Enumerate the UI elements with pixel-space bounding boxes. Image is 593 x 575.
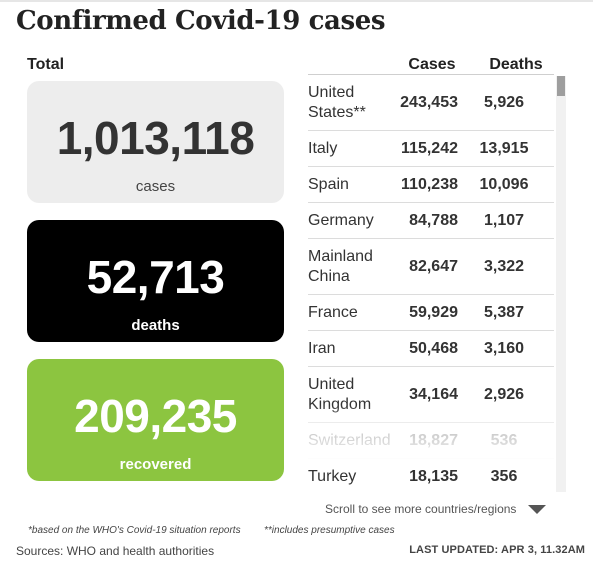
total-cases-value: 1,013,118 [56, 112, 255, 164]
country-deaths: 1,107 [483, 212, 525, 229]
country-name: Iran [308, 340, 336, 357]
country-cases: 110,238 [401, 176, 458, 193]
country-name: Italy [308, 140, 338, 157]
table-row: Germany 84,788 1,107 [308, 203, 554, 239]
table-row: Iran 50,468 3,160 [308, 331, 554, 367]
country-cases: 243,453 [400, 94, 458, 111]
footnote-who: *based on the WHO's Covid-19 situation r… [28, 525, 241, 536]
total-recovered-value: 209,235 [74, 390, 237, 442]
country-cases: 84,788 [409, 212, 458, 229]
table-row: Spain 110,238 10,096 [308, 167, 554, 203]
country-cases: 50,468 [409, 340, 458, 357]
country-deaths: 13,915 [479, 140, 529, 157]
table-row: Italy 115,242 13,915 [308, 131, 554, 167]
total-recovered-label: recovered [119, 456, 192, 473]
last-updated: LAST UPDATED: APR 3, 11.32AM [409, 544, 585, 556]
table-row: Mainland China 82,647 3,322 [308, 239, 554, 295]
footnote-presumptive: **includes presumptive cases [264, 525, 395, 536]
country-table-body[interactable]: United States** 243,453 5,926 Italy 115,242 13… [308, 75, 554, 492]
country-deaths: 2,926 [483, 386, 525, 403]
total-cases-card: 1,013,118 cases [27, 81, 284, 203]
page-title: Confirmed Covid-19 cases [16, 6, 386, 36]
country-name: United States** [308, 84, 366, 121]
country-cases: 59,929 [409, 304, 458, 321]
country-cases: 34,164 [409, 386, 458, 403]
country-deaths: 3,322 [483, 258, 525, 275]
total-recovered-card: 209,235 recovered [27, 359, 284, 481]
country-name: Germany [308, 212, 374, 229]
table-fade-overlay [308, 405, 554, 467]
scroll-hint: Scroll to see more countries/regions [325, 502, 517, 516]
table-row: United States** 243,453 5,926 [308, 75, 554, 131]
country-table: Cases Deaths United States** 243,453 5,926 I… [308, 50, 566, 492]
country-name: France [308, 304, 358, 321]
country-cases: 18,135 [409, 468, 458, 485]
country-name: Spain [308, 176, 349, 193]
table-scrollbar-thumb[interactable] [557, 76, 565, 96]
sources: Sources: WHO and health authorities [16, 544, 215, 558]
column-header-cases: Cases [408, 56, 456, 73]
country-deaths: 5,387 [483, 304, 525, 321]
country-name: Turkey [308, 468, 357, 485]
country-deaths: 5,926 [483, 94, 525, 111]
triangle-down-icon[interactable] [528, 505, 546, 514]
total-label: Total [27, 56, 65, 73]
country-name: Mainland China [308, 248, 373, 285]
country-deaths: 356 [490, 468, 518, 485]
total-deaths-card: 52,713 deaths [27, 220, 284, 342]
header-divider [308, 74, 554, 75]
total-deaths-value: 52,713 [86, 251, 225, 303]
column-header-deaths: Deaths [489, 56, 543, 73]
table-scrollbar[interactable] [556, 76, 566, 492]
top-rule [0, 0, 593, 2]
table-row: France 59,929 5,387 [308, 295, 554, 331]
total-cases-label: cases [135, 178, 176, 195]
table-row: Turkey 18,135 356 [308, 459, 554, 492]
country-deaths: 10,096 [479, 176, 529, 193]
country-deaths: 3,160 [483, 340, 525, 357]
country-cases: 115,242 [401, 140, 458, 157]
total-deaths-label: deaths [131, 317, 180, 334]
country-cases: 82,647 [409, 258, 458, 275]
